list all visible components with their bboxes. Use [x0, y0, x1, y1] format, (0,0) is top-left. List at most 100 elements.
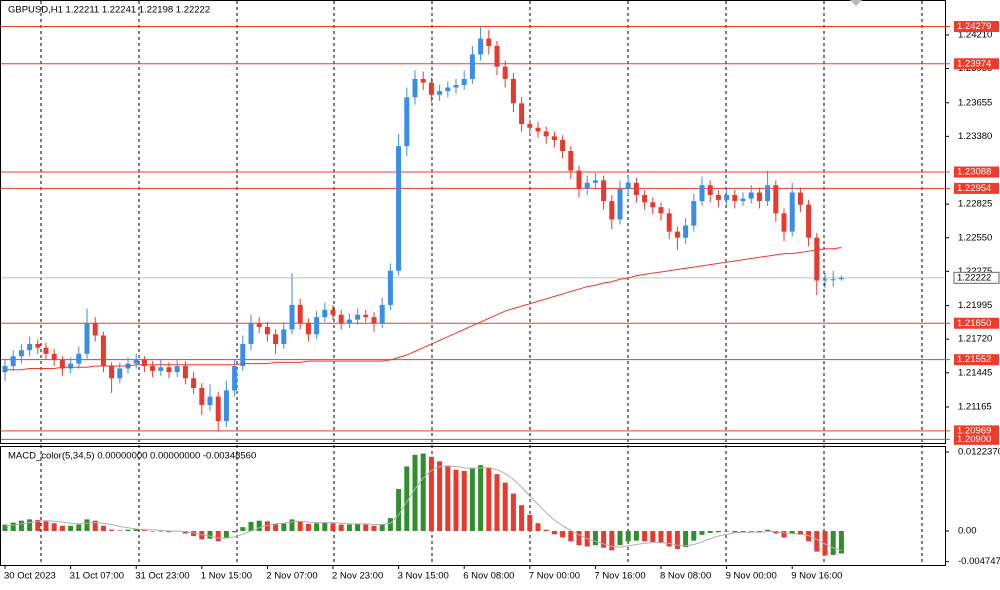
macd-bar — [92, 520, 98, 531]
candle-body — [609, 201, 615, 220]
level-label: 1.23974 — [957, 58, 991, 69]
macd-bar — [43, 521, 49, 531]
candle-body — [150, 366, 156, 371]
candle-body — [109, 366, 115, 379]
x-tick-label: 2 Nov 23:00 — [332, 571, 383, 582]
macd-bar — [412, 454, 418, 531]
macd-bar — [76, 524, 82, 531]
macd-bar — [756, 530, 762, 533]
macd-bar — [486, 467, 492, 531]
candle-body — [519, 103, 525, 125]
candle-body — [133, 359, 139, 364]
x-tick-label: 9 Nov 00:00 — [726, 571, 777, 582]
chart-title: GBPUSD,H1 1.22211 1.22241 1.22198 1.2222… — [8, 5, 210, 16]
macd-bar — [633, 530, 639, 541]
macd-bar — [535, 523, 541, 531]
macd-bar — [502, 482, 508, 531]
x-tick-label: 9 Nov 16:00 — [791, 571, 842, 582]
macd-y-tick-label: -0.0047475 — [958, 556, 1000, 567]
candle-body — [10, 356, 16, 367]
candle-body — [199, 388, 205, 406]
macd-bar — [748, 530, 754, 532]
candle-body — [371, 317, 377, 324]
macd-bar — [420, 453, 426, 531]
macd-bar — [666, 530, 672, 547]
y-tick-label: 1.22825 — [958, 199, 992, 210]
macd-bar — [789, 530, 795, 534]
candle-body — [642, 194, 648, 203]
macd-bar — [387, 518, 393, 531]
macd-bar — [469, 467, 475, 531]
macd-bar — [428, 456, 434, 531]
macd-bar — [59, 525, 65, 531]
macd-bar — [461, 470, 467, 531]
candle-body — [740, 198, 746, 202]
candle-body — [592, 180, 598, 183]
candle-body — [215, 396, 221, 422]
y-tick-label: 1.21165 — [958, 401, 992, 412]
candle-body — [396, 146, 402, 271]
candle-body — [363, 314, 369, 318]
x-tick-label: 31 Oct 23:00 — [135, 571, 189, 582]
macd-bar — [256, 520, 262, 531]
x-tick-label: 6 Nov 08:00 — [463, 571, 514, 582]
macd-bar — [371, 525, 377, 531]
macd-bar — [330, 523, 336, 531]
level-label-box — [954, 433, 999, 445]
macd-bar — [642, 530, 648, 542]
macd-bar — [625, 530, 631, 542]
macd-bar — [765, 529, 771, 531]
candle-body — [387, 270, 393, 305]
macd-bar — [35, 520, 41, 531]
macd-bar — [404, 466, 410, 531]
macd-bar — [355, 523, 361, 531]
level-label-box — [954, 58, 999, 70]
macd-bar — [396, 489, 402, 531]
candle-body — [633, 182, 639, 195]
macd-bar — [674, 530, 680, 550]
macd-bar — [715, 530, 721, 533]
macd-bar — [576, 530, 582, 546]
candle-body — [461, 78, 467, 86]
candle-body — [773, 185, 779, 214]
candle-body — [314, 317, 320, 335]
macd-bar — [658, 530, 664, 543]
macd-bar — [125, 529, 131, 531]
macd-y-tick-label: 0.00 — [958, 526, 977, 537]
level-label: 1.22954 — [957, 183, 991, 194]
y-tick-label: 1.23655 — [958, 97, 992, 108]
candle-body — [445, 87, 451, 92]
candle-body — [248, 323, 254, 345]
candle-body — [584, 182, 590, 189]
candle-body — [232, 366, 238, 391]
macd-bar — [232, 530, 238, 533]
candle-body — [100, 335, 106, 367]
macd-bar — [215, 530, 221, 542]
macd-bar — [683, 530, 689, 548]
level-label-box — [954, 166, 999, 178]
candle-body — [240, 344, 246, 367]
candle-body — [289, 304, 295, 330]
candle-body — [281, 329, 287, 345]
macd-bar — [838, 530, 844, 554]
x-tick-label: 1 Nov 15:00 — [201, 571, 252, 582]
candle-body — [822, 279, 828, 281]
candle-body — [346, 319, 352, 324]
candle-body — [732, 194, 738, 202]
macd-bar — [609, 530, 615, 551]
candle-body — [305, 323, 311, 335]
macd-bar — [338, 524, 344, 531]
candle-body — [814, 237, 820, 281]
x-tick-label: 7 Nov 16:00 — [594, 571, 645, 582]
x-tick-label: 7 Nov 00:00 — [529, 571, 580, 582]
candle-body — [551, 136, 557, 141]
macd-bar — [543, 529, 549, 531]
macd-bar — [560, 530, 566, 538]
y-tick-label: 1.21445 — [958, 367, 992, 378]
level-label: 1.20900 — [957, 434, 991, 445]
macd-bar — [305, 523, 311, 531]
candle-body — [756, 192, 762, 202]
macd-bar — [740, 530, 746, 533]
moving-average — [5, 247, 842, 371]
x-tick-label: 3 Nov 15:00 — [398, 571, 449, 582]
